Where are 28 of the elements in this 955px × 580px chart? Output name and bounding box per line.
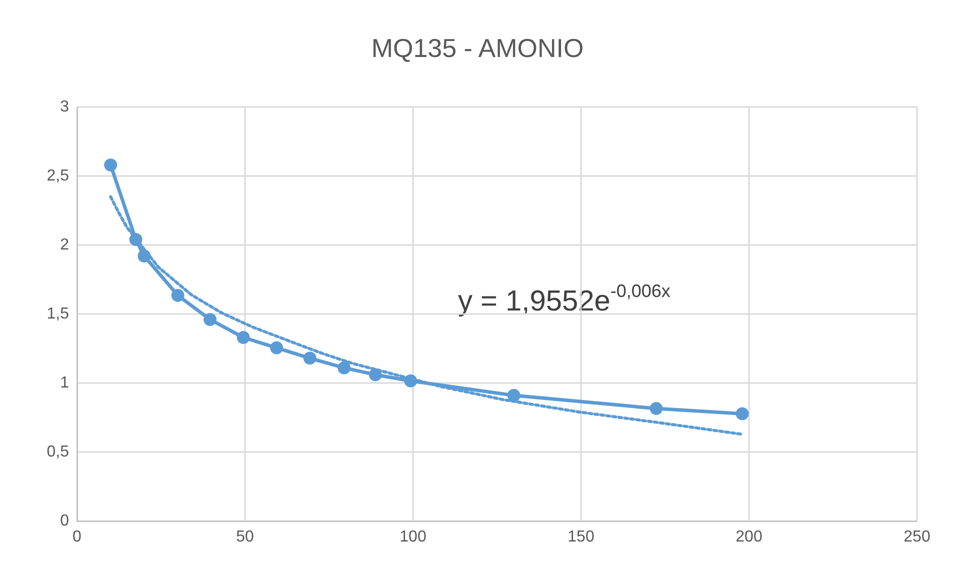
- x-tick-label: 0: [72, 528, 82, 546]
- point: [204, 313, 217, 326]
- x-tick-label: 50: [236, 528, 254, 546]
- x-tick-label: 100: [400, 528, 426, 546]
- x-tick-label: 200: [736, 528, 762, 546]
- point: [736, 407, 749, 420]
- point: [171, 288, 184, 302]
- point: [404, 374, 418, 388]
- y-tick-label: 1: [60, 374, 70, 392]
- chart-title: MQ135 - AMONIO: [371, 33, 584, 63]
- y-tick-label: 0,5: [46, 444, 70, 460]
- x-tick-label: 150: [568, 528, 594, 546]
- point: [338, 361, 351, 374]
- point: [303, 352, 316, 365]
- y-tick-label: 2,5: [46, 168, 70, 184]
- x-tick-label: 250: [904, 528, 930, 546]
- point: [650, 402, 663, 416]
- y-tick-label: 2: [60, 236, 70, 254]
- point: [368, 368, 382, 382]
- y-tick-label: 3: [60, 98, 70, 116]
- point: [129, 232, 142, 246]
- point: [507, 388, 520, 402]
- point: [104, 158, 118, 172]
- point: [236, 330, 250, 344]
- y-tick-label: 1,5: [46, 306, 70, 322]
- point: [138, 250, 151, 263]
- y-tick-label: 0: [60, 512, 70, 530]
- point: [270, 341, 284, 354]
